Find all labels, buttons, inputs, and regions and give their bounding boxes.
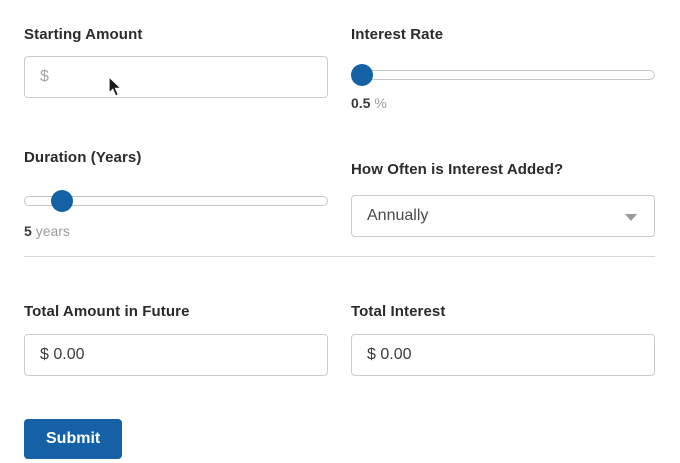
slider-track[interactable] [24, 196, 328, 206]
starting-amount-label: Starting Amount [24, 26, 143, 43]
interest-rate-unit: % [374, 95, 387, 111]
interest-rate-label: Interest Rate [351, 26, 444, 43]
starting-amount-input[interactable] [24, 56, 328, 98]
duration-number: 5 [24, 223, 32, 239]
total-future-input[interactable] [24, 334, 328, 376]
submit-button[interactable]: Submit [24, 419, 123, 459]
total-interest-field: Total Interest [351, 303, 655, 376]
duration-label: Duration (Years) [24, 149, 142, 166]
slider-track[interactable] [351, 70, 655, 80]
frequency-selected-value: Annually [367, 207, 429, 224]
duration-field: Duration (Years) 5 years [24, 149, 328, 239]
duration-unit: years [35, 223, 70, 239]
slider-thumb[interactable] [351, 64, 373, 86]
frequency-field: How Often is Interest Added? Annually [351, 149, 655, 239]
slider-thumb[interactable] [51, 190, 74, 212]
frequency-select[interactable]: Annually [351, 195, 655, 237]
interest-rate-number: 0.5 [351, 95, 371, 111]
total-interest-input[interactable] [351, 334, 655, 376]
starting-amount-field: Starting Amount [24, 26, 328, 111]
frequency-label: How Often is Interest Added? [351, 161, 564, 178]
total-interest-label: Total Interest [351, 303, 446, 320]
total-future-label: Total Amount in Future [24, 303, 190, 320]
duration-slider[interactable] [24, 190, 328, 212]
interest-rate-slider[interactable] [351, 64, 655, 86]
chevron-down-icon [625, 214, 637, 221]
interest-rate-field: Interest Rate 0.5 % [351, 26, 655, 111]
interest-rate-value: 0.5 % [351, 95, 655, 111]
total-future-field: Total Amount in Future [24, 303, 328, 376]
section-divider [24, 256, 655, 257]
duration-value: 5 years [24, 223, 328, 239]
